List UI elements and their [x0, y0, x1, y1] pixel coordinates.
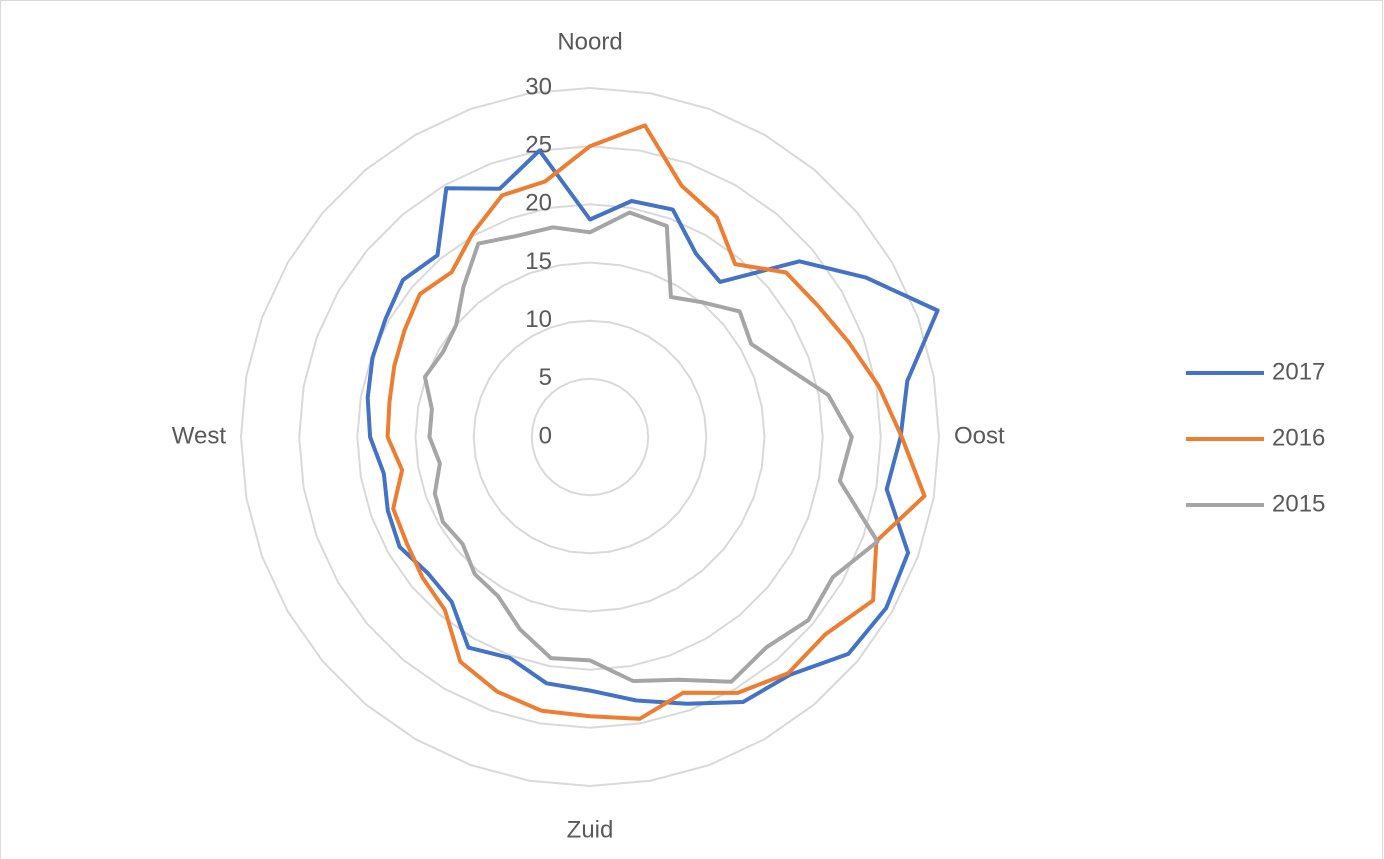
series-line [385, 123, 927, 721]
category-label: West [172, 422, 227, 449]
r-tick-label: 10 [525, 306, 552, 333]
category-label: Noord [557, 28, 622, 55]
legend-label: 2015 [1272, 490, 1325, 517]
series-line [422, 210, 880, 684]
grid-ring [414, 261, 766, 613]
series-line [365, 148, 940, 706]
r-tick-label: 30 [525, 73, 552, 100]
grid-ring [530, 377, 650, 497]
grid-ring [472, 319, 708, 555]
r-tick-label: 15 [525, 248, 552, 275]
legend-label: 2016 [1272, 424, 1325, 451]
r-tick-label: 25 [525, 132, 552, 159]
category-label: Oost [954, 422, 1005, 449]
r-tick-label: 20 [525, 190, 552, 217]
r-tick-label: 5 [539, 364, 552, 391]
legend-label: 2017 [1272, 358, 1325, 385]
r-tick-label: 0 [539, 422, 552, 449]
grid-ring [356, 203, 824, 671]
grid-ring [239, 86, 941, 788]
category-label: Zuid [567, 816, 614, 843]
grid-ring [298, 145, 882, 729]
